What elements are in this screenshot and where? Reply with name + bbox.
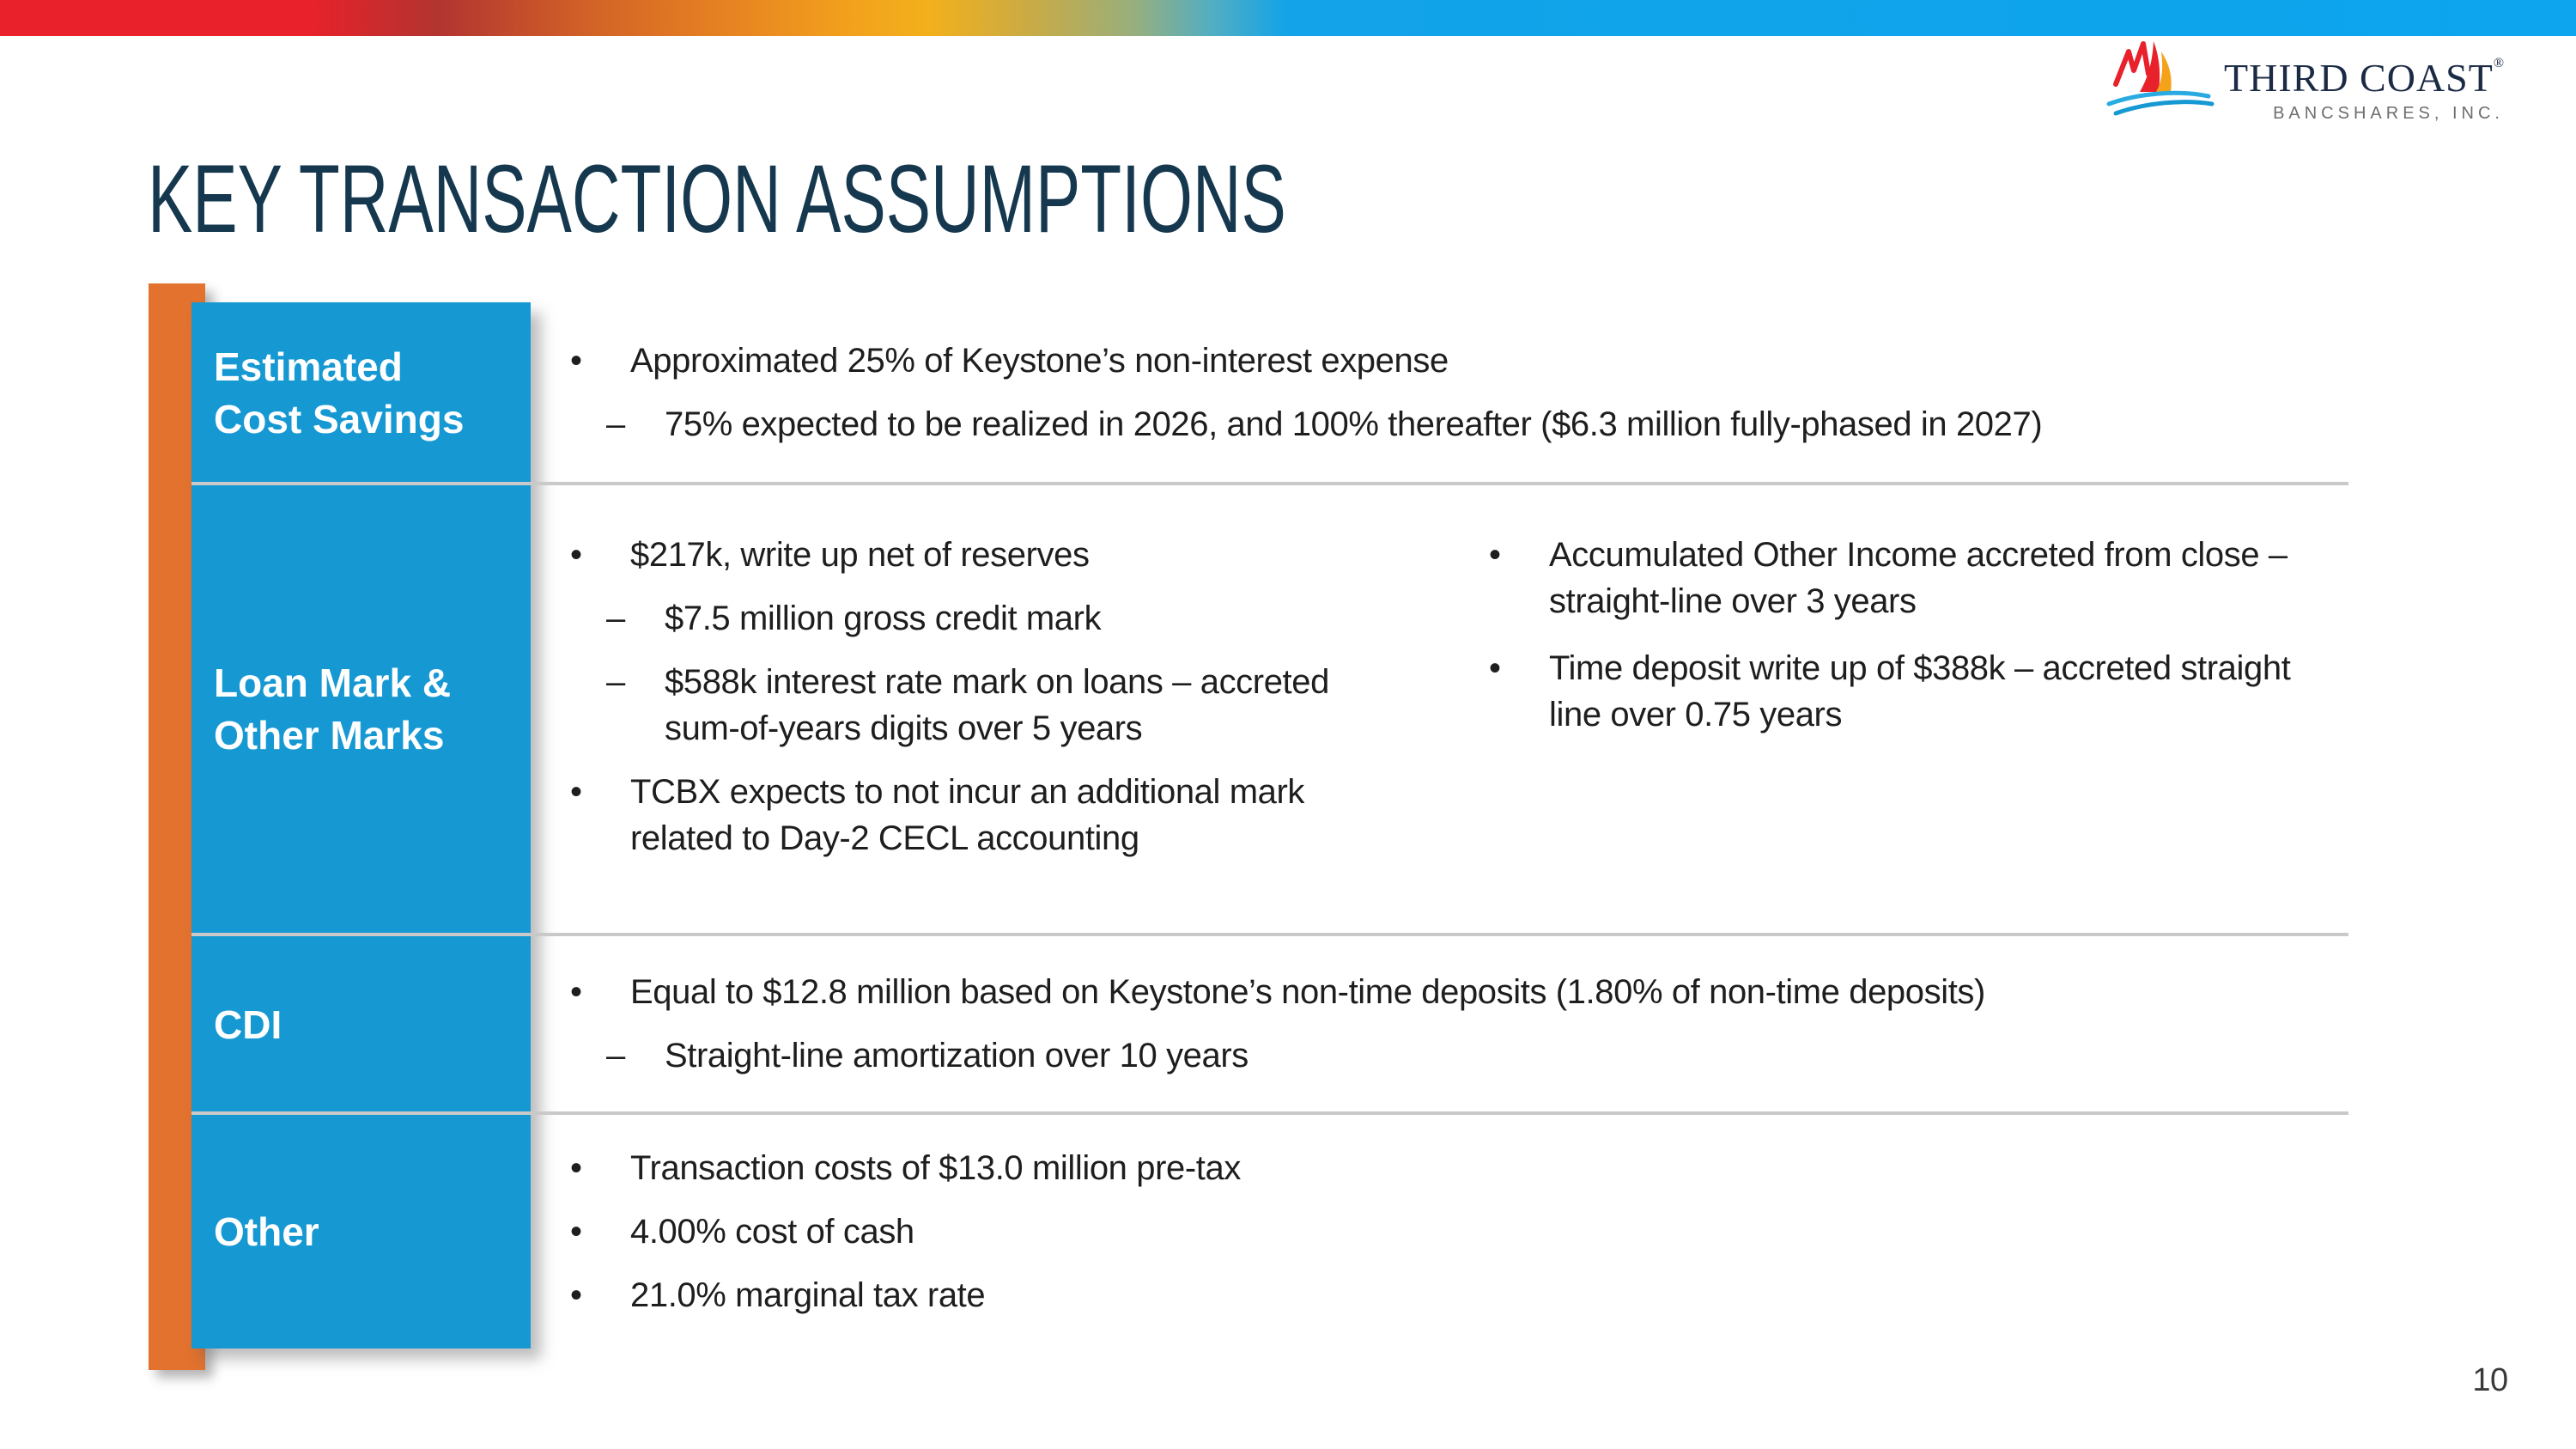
row-label-cell-cdi: CDI — [191, 935, 531, 1115]
brand-gradient-bar — [0, 0, 2576, 36]
bullet-item: – 75% expected to be realized in 2026, an… — [558, 401, 2404, 447]
bullet-dot: • — [570, 536, 582, 574]
bullet-dot: • — [1489, 649, 1501, 687]
row-content-cdi: • Equal to $12.8 million based on Keyston… — [558, 936, 2404, 1111]
row-label-cell-loan-mark: Loan Mark & Other Marks — [191, 484, 531, 935]
row-content-loan-mark: • $217k, write up net of reserves – $7.5 mi… — [558, 484, 2404, 933]
bullet-item: – $7.5 million gross credit mark — [558, 595, 1477, 642]
bullet-dot: • — [570, 341, 582, 380]
bullet-text: Transaction costs of $13.0 million pre-t… — [630, 1149, 1241, 1187]
bullet-item: • Approximated 25% of Keystone’s non-inte… — [558, 338, 2404, 384]
bullet-text: 21.0% marginal tax rate — [630, 1276, 986, 1314]
bullet-text: $7.5 million gross credit mark — [665, 600, 1102, 637]
bullet-dot: • — [570, 1276, 582, 1314]
row-label: CDI — [214, 1002, 283, 1047]
row-divider — [191, 933, 2348, 936]
bullet-dot: • — [1489, 536, 1501, 574]
row-label: Other — [214, 1209, 319, 1254]
bullet-item: • Accumulated Other Income accreted from … — [1477, 532, 2404, 624]
row-content-other: • Transaction costs of $13.0 million pre-… — [558, 1115, 2404, 1349]
bullet-text: Equal to $12.8 million based on Keystone… — [630, 973, 1985, 1011]
logo-wordmark: THIRD COAST® — [2224, 56, 2504, 100]
sailboat-waves-icon — [2104, 38, 2215, 128]
bullet-item: • Transaction costs of $13.0 million pre-… — [558, 1145, 2404, 1191]
bullet-dot: • — [570, 973, 582, 1011]
bullet-item: • Equal to $12.8 million based on Keyston… — [558, 969, 2404, 1015]
loan-mark-left-column: • $217k, write up net of reserves – $7.5 mi… — [558, 484, 1477, 861]
registered-mark: ® — [2493, 56, 2504, 70]
bullet-text: 75% expected to be realized in 2026, and… — [665, 405, 2043, 443]
bullet-item: • Time deposit write up of $388k – accret… — [1477, 645, 2404, 738]
logo-subtitle: BANCSHARES, INC. — [2273, 104, 2504, 123]
bullet-item: • $217k, write up net of reserves — [558, 532, 1477, 578]
logo-text: THIRD COAST® BANCSHARES, INC. — [2224, 38, 2504, 124]
row-divider — [191, 1111, 2348, 1115]
bullet-text: TCBX expects to not incur an additional … — [630, 773, 1305, 857]
bullet-text: $217k, write up net of reserves — [630, 536, 1090, 574]
row-label: Loan Mark & Other Marks — [214, 660, 452, 758]
company-logo: THIRD COAST® BANCSHARES, INC. — [2104, 38, 2504, 128]
bullet-dash: – — [606, 1037, 625, 1075]
page-title: KEY TRANSACTION ASSUMPTIONS — [148, 145, 1286, 253]
page-number: 10 — [2472, 1362, 2508, 1398]
bullet-text: Time deposit write up of $388k – accrete… — [1549, 649, 2291, 734]
bullet-dash: – — [606, 405, 625, 443]
row-divider — [191, 482, 2348, 485]
bullet-dash: – — [606, 600, 625, 637]
bullet-text: 4.00% cost of cash — [630, 1213, 914, 1251]
bullet-dot: • — [570, 1213, 582, 1251]
loan-mark-right-column: • Accumulated Other Income accreted from … — [1477, 484, 2404, 738]
bullet-dash: – — [606, 663, 625, 701]
bullet-item: • 21.0% marginal tax rate — [558, 1272, 2404, 1318]
bullet-item: • 4.00% cost of cash — [558, 1209, 2404, 1255]
bullet-text: Accumulated Other Income accreted from c… — [1549, 536, 2287, 620]
row-label: Estimated Cost Savings — [214, 344, 465, 441]
bullet-text: Straight-line amortization over 10 years — [665, 1037, 1249, 1075]
bullet-text: Approximated 25% of Keystone’s non-inter… — [630, 341, 1449, 380]
bullet-item: – Straight-line amortization over 10 year… — [558, 1032, 2404, 1079]
bullet-item: – $588k interest rate mark on loans – acc… — [558, 659, 1477, 752]
bullet-dot: • — [570, 773, 582, 811]
bullet-text: $588k interest rate mark on loans – accr… — [665, 663, 1329, 747]
row-label-column: Estimated Cost Savings Loan Mark & Other… — [191, 302, 531, 1349]
row-label-cell-estimated-cost-savings: Estimated Cost Savings — [191, 302, 531, 484]
bullet-item: • TCBX expects to not incur an additional… — [558, 769, 1477, 861]
row-label-cell-other: Other — [191, 1115, 531, 1349]
row-content-estimated-cost-savings: • Approximated 25% of Keystone’s non-inte… — [558, 302, 2404, 482]
bullet-dot: • — [570, 1149, 582, 1187]
